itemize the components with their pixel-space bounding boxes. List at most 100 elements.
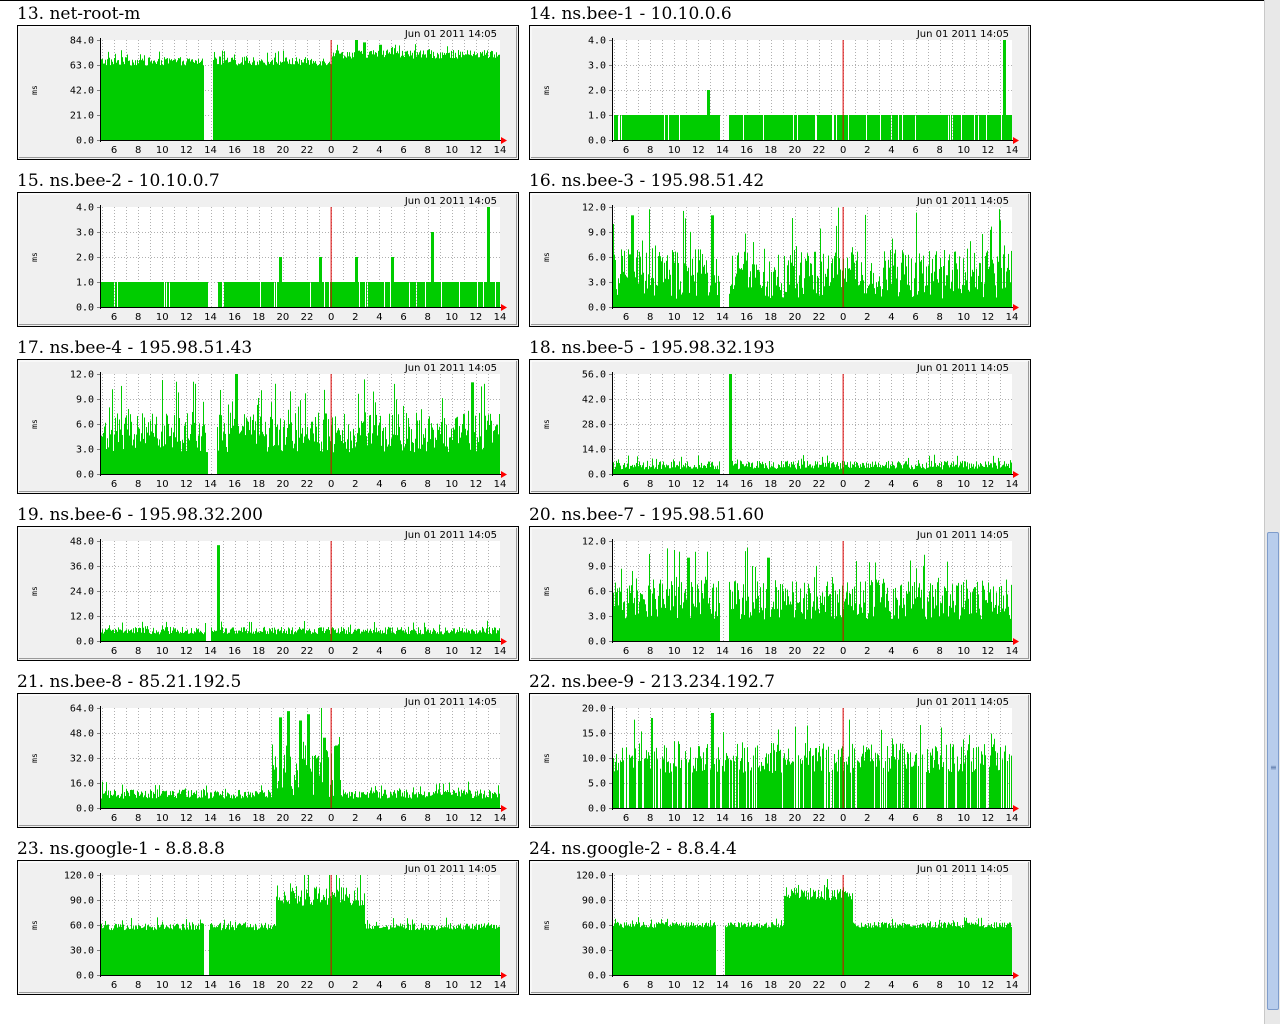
bar (367, 629, 368, 641)
bar (956, 464, 957, 474)
bar (622, 468, 623, 474)
bar (302, 905, 303, 975)
bar (826, 115, 827, 140)
x-tick-label: 4 (888, 312, 894, 323)
bar (690, 231, 691, 307)
x-tick-label: 14 (716, 312, 729, 323)
x-tick-label: 14 (716, 479, 729, 490)
bar (269, 63, 270, 140)
bar (687, 271, 688, 307)
bar (320, 61, 321, 140)
bar (140, 794, 141, 808)
bar (417, 52, 418, 141)
bar (243, 64, 244, 140)
bar (658, 115, 659, 140)
bar (357, 629, 358, 641)
bar (454, 429, 455, 474)
bar (420, 282, 421, 307)
bar (884, 115, 885, 140)
bar (854, 262, 855, 307)
bar (139, 627, 140, 641)
bar (701, 580, 702, 641)
axis-arrow-icon (501, 137, 507, 144)
bar (941, 266, 942, 307)
bar (852, 743, 853, 808)
x-tick-label: 4 (888, 813, 894, 824)
bar (640, 592, 641, 641)
bar (339, 430, 340, 474)
bar (974, 770, 975, 808)
bar-series (612, 374, 1012, 474)
bar (744, 614, 745, 641)
bar (465, 925, 466, 975)
bar (666, 589, 667, 641)
bar (255, 65, 256, 140)
graph-timestamp: Jun 01 2011 14:05 (916, 29, 1009, 40)
bar (393, 434, 394, 474)
bar (876, 282, 877, 307)
bar (775, 770, 776, 808)
x-tick-label: 6 (111, 646, 117, 657)
bar (173, 924, 174, 975)
bar (448, 282, 449, 307)
bar (793, 265, 794, 307)
bar (853, 115, 854, 140)
bar (335, 629, 336, 641)
bar (877, 467, 878, 474)
bar (308, 875, 309, 975)
bar (780, 467, 781, 474)
bar (183, 789, 184, 808)
bar (892, 738, 893, 808)
bar (842, 746, 843, 808)
bar (763, 271, 764, 307)
bar (446, 424, 447, 474)
bar (111, 630, 112, 641)
bar (408, 626, 409, 641)
bar (432, 794, 433, 808)
bar (775, 269, 776, 307)
bar (740, 115, 741, 140)
bar (133, 628, 134, 641)
bar (247, 420, 248, 474)
bar (989, 266, 990, 307)
bar (825, 462, 826, 474)
bar (260, 791, 261, 808)
bar (833, 583, 834, 641)
bar (621, 249, 622, 307)
bar (918, 587, 919, 641)
bar (269, 427, 270, 474)
bar (248, 631, 249, 641)
bar (626, 466, 627, 474)
bar (430, 282, 431, 307)
bar (225, 628, 226, 641)
bar (643, 599, 644, 641)
bar (162, 625, 163, 641)
bar (686, 599, 687, 641)
x-tick-label: 0 (328, 646, 334, 657)
bar (1001, 267, 1002, 307)
bar (966, 115, 967, 140)
bar (428, 418, 429, 474)
bar (280, 61, 281, 140)
bar (753, 115, 754, 140)
bar (761, 762, 762, 808)
graph-image: 12.0 9.0 6.0 3.0 0.0 6 8 10 12 14 16 18 20 22 0 2 4 6 8 10 1… (17, 359, 519, 494)
bar (152, 413, 153, 474)
bar (369, 415, 370, 474)
bar (425, 54, 426, 140)
bar (947, 115, 948, 140)
bar (762, 115, 763, 140)
bar (120, 282, 121, 307)
bar (975, 115, 976, 140)
bar (182, 626, 183, 641)
bar (282, 61, 283, 140)
bar (328, 419, 329, 474)
bar (338, 50, 339, 140)
bar (460, 437, 461, 474)
bar (835, 467, 836, 474)
bar (993, 455, 994, 474)
bar (437, 793, 438, 808)
bar (825, 611, 826, 641)
bar (180, 441, 181, 474)
bar (483, 55, 484, 140)
